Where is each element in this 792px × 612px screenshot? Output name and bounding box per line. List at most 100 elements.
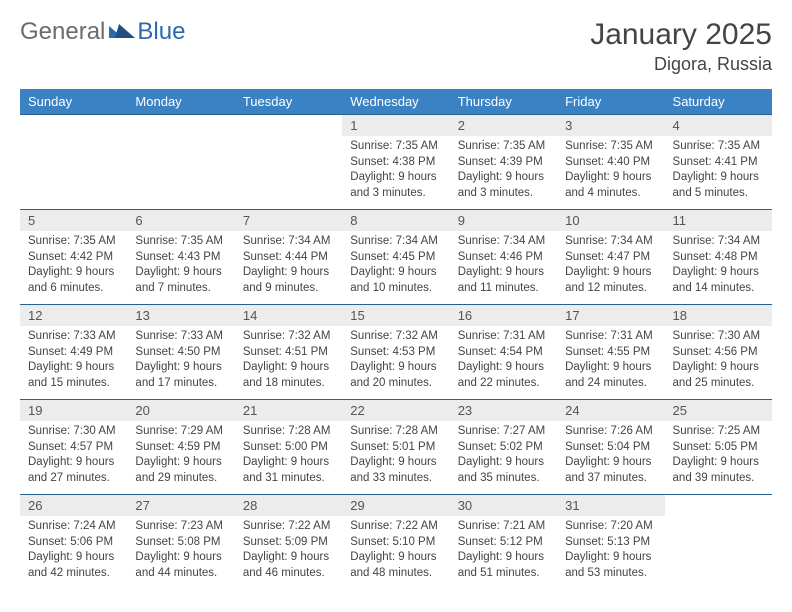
daylight-text: and 3 minutes. [350,186,441,202]
sunset-text: Sunset: 4:43 PM [135,250,226,266]
daylight-text: Daylight: 9 hours [673,265,764,281]
day-details: Sunrise: 7:26 AMSunset: 5:04 PMDaylight:… [557,421,664,494]
sunrise-text: Sunrise: 7:31 AM [565,329,656,345]
sunrise-text: Sunrise: 7:21 AM [458,519,549,535]
day-number: 23 [450,400,557,421]
day-number: 30 [450,495,557,516]
day-number: 21 [235,400,342,421]
title-block: January 2025 Digora, Russia [590,18,772,75]
daylight-text: and 4 minutes. [565,186,656,202]
sunset-text: Sunset: 4:55 PM [565,345,656,361]
sunrise-text: Sunrise: 7:22 AM [350,519,441,535]
day-number: 1 [342,115,449,136]
daylight-text: and 37 minutes. [565,471,656,487]
daylight-text: and 22 minutes. [458,376,549,392]
daylight-text: Daylight: 9 hours [28,360,119,376]
daylight-text: Daylight: 9 hours [350,360,441,376]
day-number: 3 [557,115,664,136]
day-number: 28 [235,495,342,516]
calendar-day-cell: 11Sunrise: 7:34 AMSunset: 4:48 PMDayligh… [665,210,772,305]
daylight-text: and 35 minutes. [458,471,549,487]
daylight-text: Daylight: 9 hours [243,550,334,566]
day-details: Sunrise: 7:30 AMSunset: 4:56 PMDaylight:… [665,326,772,399]
day-details: Sunrise: 7:27 AMSunset: 5:02 PMDaylight:… [450,421,557,494]
daylight-text: Daylight: 9 hours [458,265,549,281]
sunset-text: Sunset: 4:51 PM [243,345,334,361]
day-number: 6 [127,210,234,231]
sunset-text: Sunset: 5:01 PM [350,440,441,456]
day-details: Sunrise: 7:33 AMSunset: 4:49 PMDaylight:… [20,326,127,399]
calendar-day-cell: 20Sunrise: 7:29 AMSunset: 4:59 PMDayligh… [127,400,234,495]
day-details: Sunrise: 7:35 AMSunset: 4:40 PMDaylight:… [557,136,664,209]
sunset-text: Sunset: 4:42 PM [28,250,119,266]
sunset-text: Sunset: 5:13 PM [565,535,656,551]
daylight-text: Daylight: 9 hours [565,265,656,281]
sunrise-text: Sunrise: 7:35 AM [673,139,764,155]
day-details: Sunrise: 7:25 AMSunset: 5:05 PMDaylight:… [665,421,772,494]
day-number: 13 [127,305,234,326]
sunrise-text: Sunrise: 7:34 AM [243,234,334,250]
daylight-text: Daylight: 9 hours [565,455,656,471]
daylight-text: Daylight: 9 hours [243,455,334,471]
day-number: 27 [127,495,234,516]
sunset-text: Sunset: 4:53 PM [350,345,441,361]
calendar-day-cell: 14Sunrise: 7:32 AMSunset: 4:51 PMDayligh… [235,305,342,400]
daylight-text: Daylight: 9 hours [350,550,441,566]
calendar-day-cell: 10Sunrise: 7:34 AMSunset: 4:47 PMDayligh… [557,210,664,305]
sunrise-text: Sunrise: 7:30 AM [28,424,119,440]
sunset-text: Sunset: 4:41 PM [673,155,764,171]
sunset-text: Sunset: 5:04 PM [565,440,656,456]
calendar-week-row: 26Sunrise: 7:24 AMSunset: 5:06 PMDayligh… [20,495,772,590]
sunset-text: Sunset: 5:09 PM [243,535,334,551]
daylight-text: and 29 minutes. [135,471,226,487]
calendar-day-cell: 29Sunrise: 7:22 AMSunset: 5:10 PMDayligh… [342,495,449,590]
sunrise-text: Sunrise: 7:32 AM [350,329,441,345]
sunrise-text: Sunrise: 7:25 AM [673,424,764,440]
day-details: Sunrise: 7:29 AMSunset: 4:59 PMDaylight:… [127,421,234,494]
day-number: 11 [665,210,772,231]
calendar-day-cell: 3Sunrise: 7:35 AMSunset: 4:40 PMDaylight… [557,115,664,210]
sunrise-text: Sunrise: 7:34 AM [350,234,441,250]
sunrise-text: Sunrise: 7:34 AM [673,234,764,250]
calendar-day-cell: 31Sunrise: 7:20 AMSunset: 5:13 PMDayligh… [557,495,664,590]
weekday-header: Friday [557,89,664,115]
sunset-text: Sunset: 5:12 PM [458,535,549,551]
daylight-text: Daylight: 9 hours [458,550,549,566]
weekday-header-row: SundayMondayTuesdayWednesdayThursdayFrid… [20,89,772,115]
calendar-day-cell: 19Sunrise: 7:30 AMSunset: 4:57 PMDayligh… [20,400,127,495]
day-details: Sunrise: 7:34 AMSunset: 4:44 PMDaylight:… [235,231,342,304]
calendar-day-cell: 24Sunrise: 7:26 AMSunset: 5:04 PMDayligh… [557,400,664,495]
daylight-text: Daylight: 9 hours [135,550,226,566]
daylight-text: and 15 minutes. [28,376,119,392]
weekday-header: Saturday [665,89,772,115]
sunrise-text: Sunrise: 7:35 AM [350,139,441,155]
sunrise-text: Sunrise: 7:34 AM [565,234,656,250]
day-number: 16 [450,305,557,326]
page-header: General Blue January 2025 Digora, Russia [20,18,772,75]
calendar-day-cell: 16Sunrise: 7:31 AMSunset: 4:54 PMDayligh… [450,305,557,400]
daylight-text: and 46 minutes. [243,566,334,582]
brand-part1: General [20,18,105,46]
day-number: 25 [665,400,772,421]
calendar-week-row: 5Sunrise: 7:35 AMSunset: 4:42 PMDaylight… [20,210,772,305]
calendar-day-cell: 15Sunrise: 7:32 AMSunset: 4:53 PMDayligh… [342,305,449,400]
day-number: 9 [450,210,557,231]
daylight-text: and 42 minutes. [28,566,119,582]
sunset-text: Sunset: 4:44 PM [243,250,334,266]
sunrise-text: Sunrise: 7:30 AM [673,329,764,345]
day-number: 29 [342,495,449,516]
calendar-table: SundayMondayTuesdayWednesdayThursdayFrid… [20,89,772,589]
sunset-text: Sunset: 5:05 PM [673,440,764,456]
daylight-text: and 44 minutes. [135,566,226,582]
daylight-text: and 48 minutes. [350,566,441,582]
calendar-day-cell: 26Sunrise: 7:24 AMSunset: 5:06 PMDayligh… [20,495,127,590]
sunset-text: Sunset: 5:08 PM [135,535,226,551]
sunrise-text: Sunrise: 7:26 AM [565,424,656,440]
calendar-day-cell: 13Sunrise: 7:33 AMSunset: 4:50 PMDayligh… [127,305,234,400]
day-details: Sunrise: 7:20 AMSunset: 5:13 PMDaylight:… [557,516,664,589]
sunrise-text: Sunrise: 7:24 AM [28,519,119,535]
day-details: Sunrise: 7:28 AMSunset: 5:00 PMDaylight:… [235,421,342,494]
daylight-text: Daylight: 9 hours [673,170,764,186]
day-details: Sunrise: 7:28 AMSunset: 5:01 PMDaylight:… [342,421,449,494]
daylight-text: and 53 minutes. [565,566,656,582]
